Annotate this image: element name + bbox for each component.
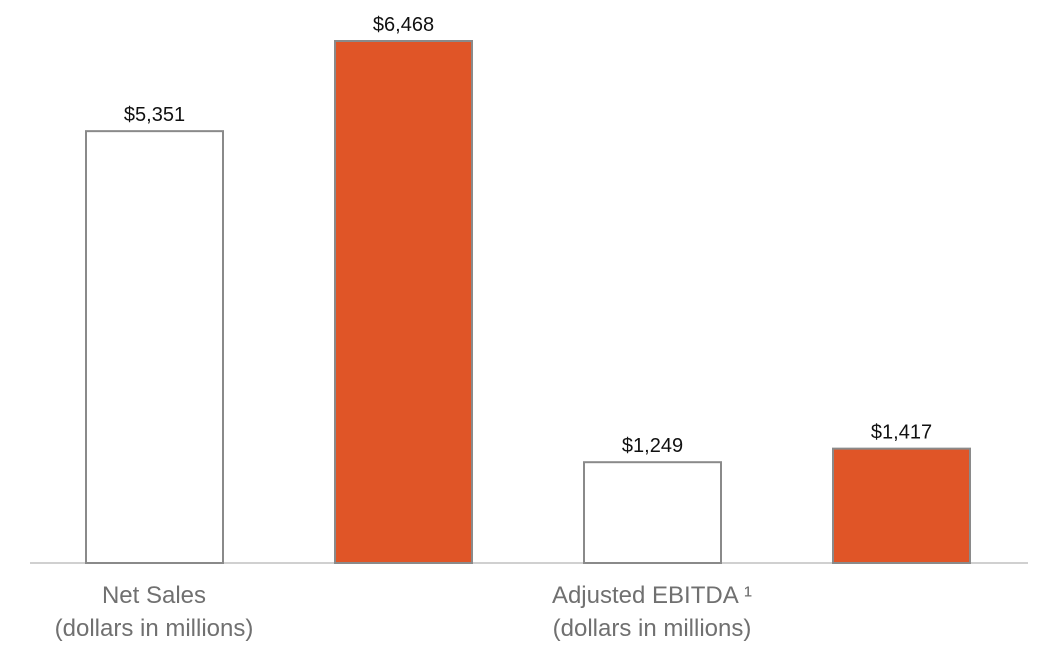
category-label: Adjusted EBITDA ¹ [552,582,752,609]
bar-1-1 [85,130,224,564]
bar-1-2 [334,40,473,564]
bar-value-label: $1,249 [622,435,683,457]
category-sublabel: (dollars in millions) [55,615,254,642]
bar-2-1 [583,461,722,564]
bar-value-label: $6,468 [373,14,434,36]
bar-2-2 [832,447,971,564]
category-sublabel: (dollars in millions) [553,615,752,642]
category-label: Net Sales [102,582,206,609]
bar-value-label: $5,351 [124,104,185,126]
bar-value-label: $1,417 [871,422,932,444]
